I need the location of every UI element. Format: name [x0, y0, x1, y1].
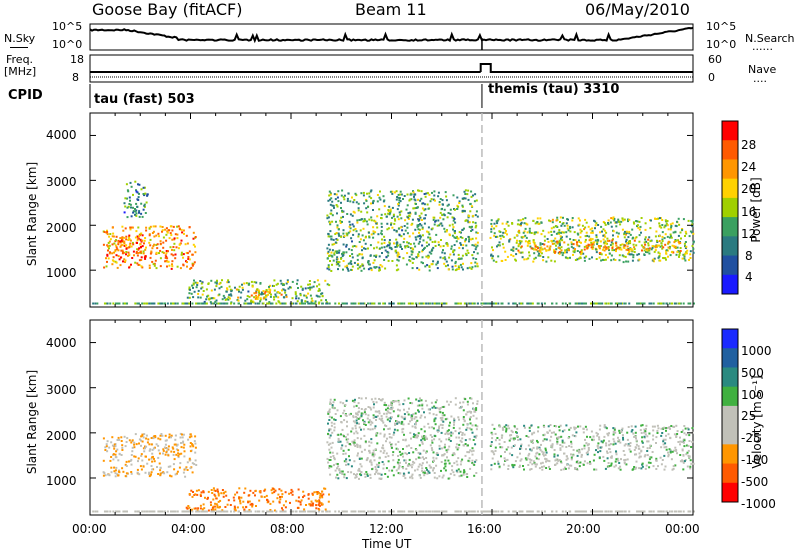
power-region-1 [115, 234, 147, 261]
freq-tick-low: 8 [72, 71, 79, 84]
power-cb-tick-8: 8 [745, 249, 753, 263]
power-colorbar-seg-5 [722, 217, 738, 237]
nsearch-tick-high: 10^5 [706, 20, 737, 33]
power-cb-tick-4: 4 [745, 270, 753, 284]
vel-cb-tick-100: 100 [741, 388, 764, 402]
velocity-colorbar-seg-6 [722, 444, 738, 465]
power-colorbar-seg-6 [722, 236, 738, 257]
date-title: 06/May/2010 [585, 0, 690, 19]
power-ytick-1000: 1000 [46, 266, 77, 280]
vel-cb-tick-m100: -100 [741, 453, 769, 467]
power-region-2 [123, 180, 149, 219]
cpid-label: CPID [8, 88, 43, 103]
beam-title: Beam 11 [355, 0, 427, 19]
velocity-region-2 [326, 397, 479, 480]
velocity-ytick-3000: 3000 [46, 383, 77, 397]
velocity-colorbar-frame [721, 328, 739, 503]
velocity-ytick-1000: 1000 [46, 474, 77, 488]
freq-tick-high: 18 [70, 53, 84, 66]
power-region-5 [326, 189, 479, 272]
cpid-segment-2: themis (tau) 3310 [488, 82, 620, 97]
velocity-colorbar-seg-8 [722, 482, 738, 503]
power-ytick-2000: 2000 [46, 221, 77, 235]
velocity-ytick-2000: 2000 [46, 429, 77, 443]
xtick-4: 16:00 [467, 522, 502, 536]
xtick-5: 20:00 [566, 522, 601, 536]
noise-panel-frame [89, 23, 694, 51]
power-cb-tick-24: 24 [741, 160, 757, 174]
power-cb-tick-28: 28 [741, 138, 757, 152]
freq-panel-frame [89, 54, 694, 83]
xaxis-label: Time UT [362, 537, 412, 551]
nave-label: Nave [748, 63, 777, 76]
nsearch-label: N.Search [745, 32, 795, 45]
nave-tick-low: 0 [708, 71, 715, 84]
velocity-region-3 [489, 423, 695, 471]
xtick-1: 04:00 [171, 522, 206, 536]
vel-cb-tick-m500: -500 [741, 475, 769, 489]
nsearch-dots: ...... [752, 40, 773, 53]
cpid-segment-1: tau (fast) 503 [94, 92, 195, 107]
power-colorbar-seg-1 [722, 140, 738, 160]
velocity-colorbar-seg-2 [722, 367, 738, 388]
power-region-4 [235, 288, 288, 300]
power-colorbar-seg-2 [722, 159, 738, 180]
power-colorbar-seg-7 [722, 255, 738, 276]
power-colorbar-frame [721, 120, 739, 295]
power-ytick-4000: 4000 [46, 128, 77, 142]
vel-cb-tick-500: 500 [741, 366, 764, 380]
velocity-region-0 [102, 432, 198, 478]
velocity-region-1 [185, 487, 330, 512]
power-cb-tick-12: 12 [741, 227, 757, 241]
power-region-0 [102, 225, 197, 270]
power-region-6 [489, 216, 695, 264]
power-cb-tick-20: 20 [741, 182, 757, 196]
power-ytick-3000: 3000 [46, 175, 77, 189]
nsearch-tick-low: 10^0 [706, 38, 737, 51]
power-colorbar-seg-4 [722, 197, 738, 218]
velocity-colorbar-seg-5 [722, 425, 738, 445]
xtick-2: 08:00 [270, 522, 305, 536]
freq-label: Freq. [6, 53, 34, 66]
power-colorbar-seg-0 [722, 121, 738, 141]
freq-trace-2 [479, 63, 693, 73]
nsky-line [10, 47, 28, 48]
velocity-colorbar-seg-7 [722, 463, 738, 484]
velocity-ytick-4000: 4000 [46, 336, 77, 350]
nsky-tick-low: 10^0 [52, 38, 83, 51]
power-colorbar-seg-8 [722, 274, 738, 295]
xtick-6: 00:00 [665, 522, 700, 536]
velocity-colorbar-seg-4 [722, 405, 738, 426]
xtick-0: 00:00 [72, 522, 107, 536]
freq-unit: [MHz] [4, 65, 37, 78]
power-colorbar-seg-3 [722, 178, 738, 199]
noise-sky-trace [89, 26, 694, 44]
power-region-7 [517, 238, 682, 255]
power-cb-tick-16: 16 [741, 205, 757, 219]
vel-cb-tick-25: 25 [741, 409, 757, 423]
nave-dots: .... [753, 72, 767, 85]
vel-cb-tick-1000: 1000 [741, 344, 772, 358]
velocity-colorbar-seg-0 [722, 329, 738, 349]
nsky-tick-high: 10^5 [52, 20, 83, 33]
station-title: Goose Bay (fitACF) [92, 0, 243, 19]
vel-cb-tick-m1000: -1000 [741, 497, 776, 511]
xtick-3: 12:00 [369, 522, 404, 536]
nsky-label: N.Sky [4, 32, 36, 45]
nave-tick-high: 60 [708, 53, 722, 66]
vel-cb-tick-m25: -25 [741, 431, 761, 445]
velocity-colorbar-seg-3 [722, 386, 738, 407]
velocity-colorbar-seg-1 [722, 348, 738, 368]
